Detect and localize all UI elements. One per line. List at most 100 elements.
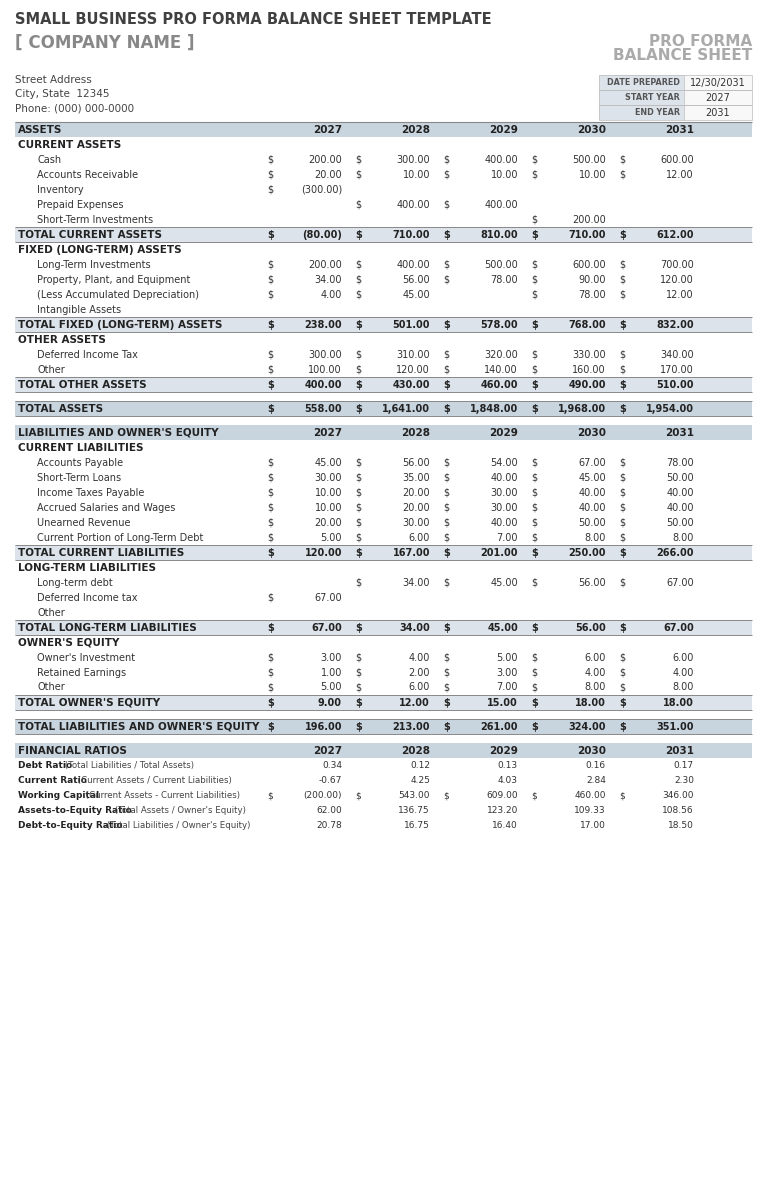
Text: $: $ [443, 229, 450, 239]
Text: 6.00: 6.00 [408, 533, 430, 543]
Text: END YEAR: END YEAR [635, 108, 680, 117]
Text: (Current Assets / Current Liabilities): (Current Assets / Current Liabilities) [75, 776, 231, 785]
Text: 1,968.00: 1,968.00 [558, 404, 606, 413]
Text: $: $ [443, 170, 449, 179]
Text: $: $ [267, 404, 273, 413]
Text: $: $ [531, 472, 537, 483]
Text: 351.00: 351.00 [656, 722, 694, 731]
Text: 45.00: 45.00 [402, 289, 430, 300]
Bar [15, 440, 752, 455]
Bar [15, 167, 752, 182]
Bar [15, 605, 752, 620]
Text: 832.00: 832.00 [656, 319, 694, 330]
Text: $: $ [531, 668, 537, 678]
Text: 768.00: 768.00 [568, 319, 606, 330]
Text: 320.00: 320.00 [484, 349, 518, 360]
Bar [15, 470, 752, 485]
Text: $: $ [267, 349, 273, 360]
Text: $: $ [355, 652, 361, 662]
Text: 54.00: 54.00 [490, 458, 518, 467]
Text: $: $ [531, 404, 538, 413]
Text: 136.75: 136.75 [398, 805, 430, 815]
Bar [15, 272, 752, 287]
Text: 710.00: 710.00 [392, 229, 430, 239]
Text: 10.00: 10.00 [315, 503, 342, 513]
Text: $: $ [267, 170, 273, 179]
Text: $: $ [531, 623, 538, 632]
Text: 30.00: 30.00 [490, 488, 518, 497]
Bar [15, 152, 752, 167]
Text: 500.00: 500.00 [572, 154, 606, 165]
Bar [684, 105, 752, 120]
Text: 109.33: 109.33 [574, 805, 606, 815]
Text: Short-Term Loans: Short-Term Loans [37, 472, 121, 483]
Text: LIABILITIES AND OWNER'S EQUITY: LIABILITIES AND OWNER'S EQUITY [18, 428, 218, 437]
Text: 30.00: 30.00 [402, 517, 430, 527]
Text: 4.00: 4.00 [321, 289, 342, 300]
Text: $: $ [355, 623, 362, 632]
Text: $: $ [619, 652, 625, 662]
Text: (Total Assets / Owner's Equity): (Total Assets / Owner's Equity) [113, 805, 246, 815]
Text: TOTAL CURRENT LIABILITIES: TOTAL CURRENT LIABILITIES [18, 547, 185, 558]
Text: 2029: 2029 [489, 746, 518, 755]
Text: 12.00: 12.00 [666, 170, 694, 179]
Text: $: $ [619, 404, 626, 413]
Text: 45.00: 45.00 [487, 623, 518, 632]
Text: $: $ [531, 214, 537, 225]
Text: $: $ [443, 577, 449, 588]
Text: $: $ [531, 722, 538, 731]
Text: 7.00: 7.00 [496, 533, 518, 543]
Text: (Current Assets - Current Liabilities): (Current Assets - Current Liabilities) [83, 791, 241, 799]
Text: $: $ [267, 668, 273, 678]
Bar [15, 347, 752, 362]
Bar [15, 425, 752, 440]
Text: $: $ [267, 458, 273, 467]
Text: 40.00: 40.00 [490, 472, 518, 483]
Text: Accounts Receivable: Accounts Receivable [37, 170, 138, 179]
Text: PRO FORMA: PRO FORMA [649, 33, 752, 49]
Text: $: $ [619, 458, 625, 467]
Text: DATE PREPARED: DATE PREPARED [607, 78, 680, 87]
Bar [15, 773, 752, 788]
Text: 56.00: 56.00 [402, 275, 430, 284]
Text: $: $ [531, 698, 538, 707]
Text: 45.00: 45.00 [314, 458, 342, 467]
Text: 213.00: 213.00 [392, 722, 430, 731]
Text: 1,641.00: 1,641.00 [382, 404, 430, 413]
Text: CURRENT LIABILITIES: CURRENT LIABILITIES [18, 442, 143, 453]
Text: $: $ [355, 380, 362, 390]
Text: $: $ [619, 472, 625, 483]
Text: $: $ [355, 503, 361, 513]
Text: 2031: 2031 [665, 746, 694, 755]
Text: 2030: 2030 [577, 124, 606, 135]
Text: $: $ [267, 259, 273, 270]
Text: Income Taxes Payable: Income Taxes Payable [37, 488, 144, 497]
Text: 4.00: 4.00 [408, 652, 430, 662]
Text: $: $ [443, 349, 449, 360]
Text: 5.00: 5.00 [320, 533, 342, 543]
Text: 20.00: 20.00 [314, 170, 342, 179]
Text: ASSETS: ASSETS [18, 124, 62, 135]
Text: $: $ [531, 259, 537, 270]
Text: 200.00: 200.00 [308, 154, 342, 165]
Text: TOTAL OTHER ASSETS: TOTAL OTHER ASSETS [18, 380, 146, 390]
Text: TOTAL OWNER'S EQUITY: TOTAL OWNER'S EQUITY [18, 698, 160, 707]
Bar [15, 531, 752, 545]
Text: 17.00: 17.00 [580, 821, 606, 831]
Text: Other: Other [37, 364, 65, 374]
Bar [15, 719, 752, 734]
Text: 12.00: 12.00 [666, 289, 694, 300]
Text: $: $ [531, 275, 537, 284]
Text: $: $ [355, 458, 361, 467]
Bar [15, 758, 752, 773]
Text: $: $ [443, 259, 449, 270]
Text: 2.84: 2.84 [586, 776, 606, 785]
Text: 90.00: 90.00 [578, 275, 606, 284]
Text: $: $ [355, 517, 361, 527]
Text: $: $ [267, 275, 273, 284]
Bar [15, 257, 752, 272]
Bar [15, 500, 752, 515]
Text: 490.00: 490.00 [568, 380, 606, 390]
Bar [15, 560, 752, 575]
Text: SMALL BUSINESS PRO FORMA BALANCE SHEET TEMPLATE: SMALL BUSINESS PRO FORMA BALANCE SHEET T… [15, 12, 492, 27]
